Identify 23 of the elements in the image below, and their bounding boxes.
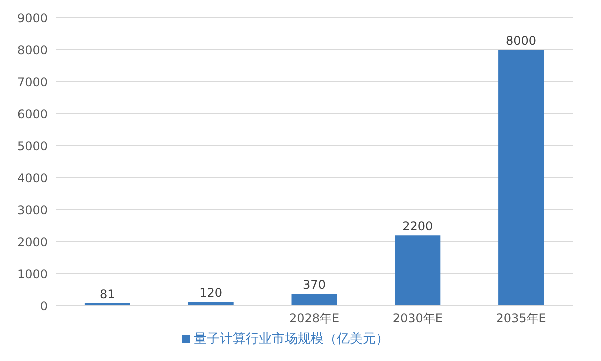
x-tick-label: 2035年E <box>496 312 546 326</box>
x-tick-label: 2028年E <box>289 312 340 326</box>
y-tick-label: 1000 <box>17 267 48 282</box>
y-tick-label: 0 <box>40 299 48 314</box>
bar <box>395 236 441 306</box>
data-label: 8000 <box>506 34 537 48</box>
bar <box>292 294 338 306</box>
bar <box>188 302 234 306</box>
y-tick-label: 7000 <box>17 75 48 90</box>
data-label: 120 <box>200 286 223 300</box>
x-tick-label: 2030年E <box>392 312 443 326</box>
y-tick-label: 6000 <box>17 107 48 122</box>
y-tick-label: 8000 <box>17 43 48 58</box>
y-tick-label: 2000 <box>17 235 48 250</box>
bar <box>498 50 544 306</box>
data-label: 81 <box>100 287 116 302</box>
y-tick-label: 5000 <box>17 139 48 154</box>
y-tick-label: 9000 <box>17 11 48 26</box>
data-label: 370 <box>303 278 326 292</box>
y-tick-label: 4000 <box>17 171 48 186</box>
legend-label: 量子计算行业市场规模（亿美元） <box>194 332 389 347</box>
y-tick-label: 3000 <box>17 203 48 218</box>
data-label: 2200 <box>402 220 434 234</box>
